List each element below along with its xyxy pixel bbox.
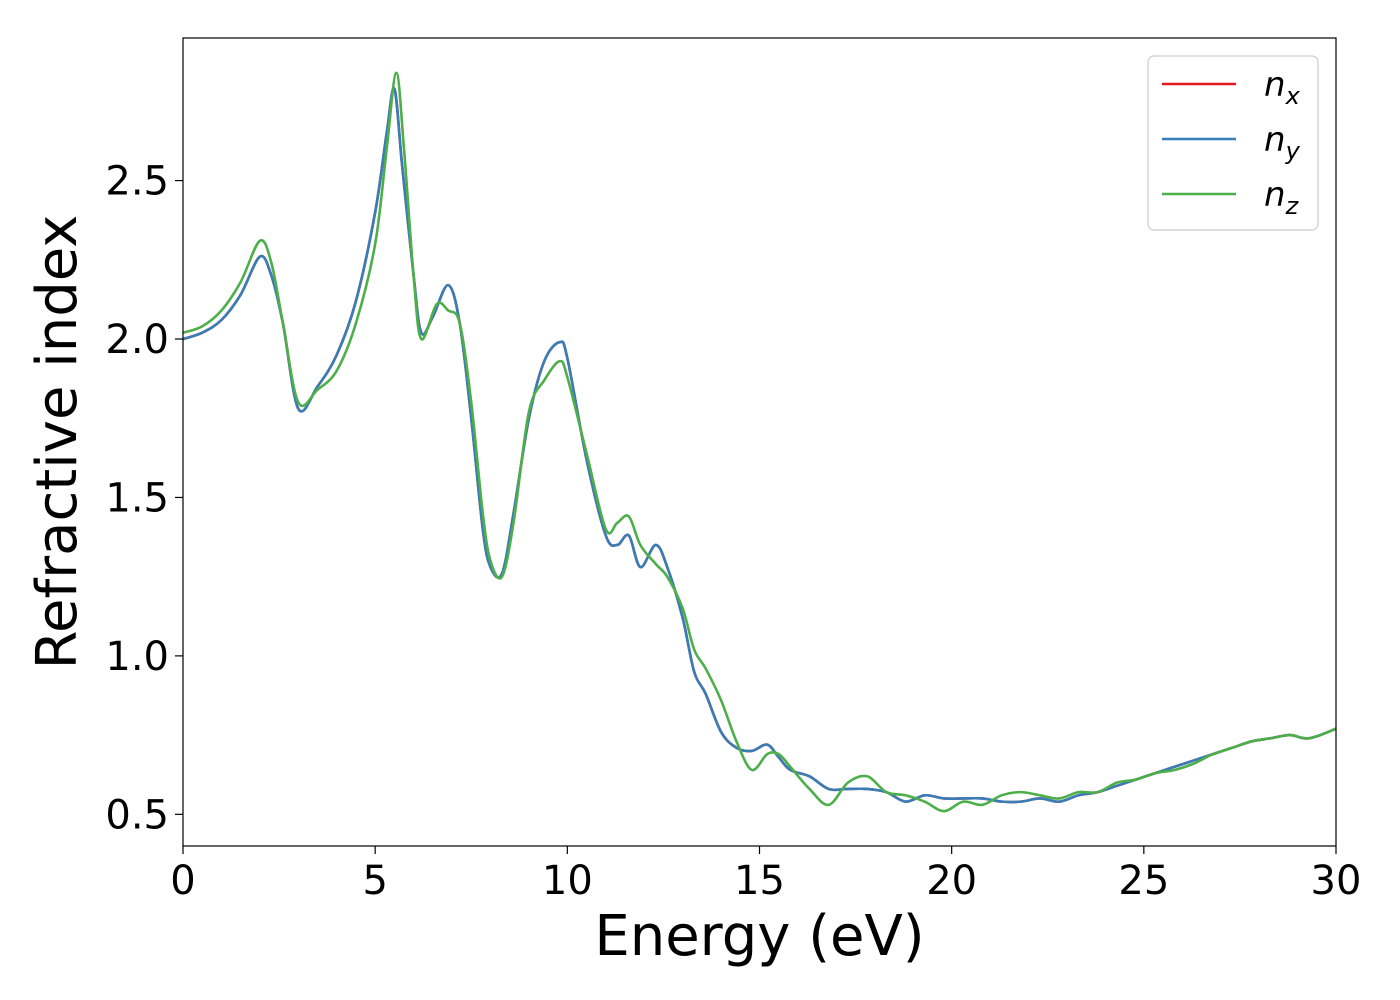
x-tick-label: 10 <box>542 858 593 904</box>
x-tick-label: 5 <box>362 858 387 904</box>
x-tick-label: 20 <box>926 858 977 904</box>
legend-label-base: n <box>1264 65 1286 105</box>
y-tick-label: 2.0 <box>105 317 169 363</box>
y-tick-label: 0.5 <box>105 792 169 838</box>
series-line-n-z <box>183 71 1336 813</box>
x-axis: 0 5 10 15 20 25 30 <box>170 846 1361 904</box>
x-tick-label: 0 <box>170 858 195 904</box>
x-tick-label: 30 <box>1311 858 1362 904</box>
legend-label-n-y: ny <box>1264 120 1301 165</box>
x-tick-label: 15 <box>734 858 785 904</box>
legend-label-n-z: nz <box>1264 175 1300 220</box>
y-tick-label: 2.5 <box>105 159 169 205</box>
plot-area <box>183 71 1336 813</box>
legend-label-subscript: y <box>1285 137 1301 165</box>
x-axis-label: Energy (eV) <box>594 904 924 969</box>
y-tick-label: 1.0 <box>105 634 169 680</box>
y-axis: 0.5 1.0 1.5 2.0 2.5 <box>105 159 183 838</box>
y-axis-label: Refractive index <box>25 215 90 670</box>
legend-label-base: n <box>1264 120 1286 160</box>
legend-label-base: n <box>1264 175 1286 215</box>
x-tick-label: 25 <box>1118 858 1169 904</box>
legend-label-n-x: nx <box>1264 65 1301 110</box>
legend-box <box>1147 55 1319 231</box>
legend-label-subscript: x <box>1285 82 1301 110</box>
y-tick-label: 1.5 <box>105 475 169 521</box>
legend-label-subscript: z <box>1285 192 1300 220</box>
